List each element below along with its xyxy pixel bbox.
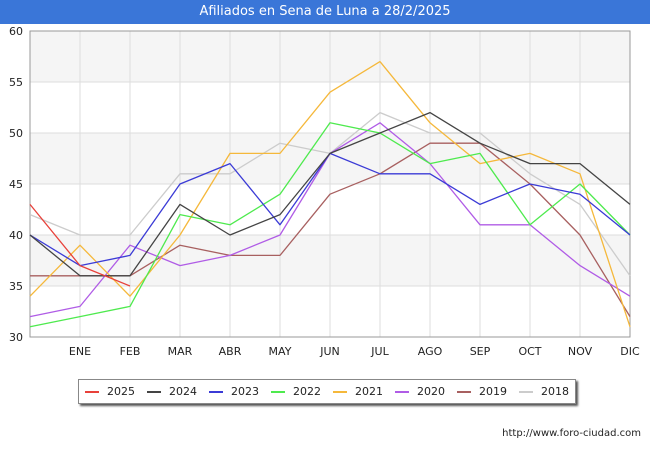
x-tick-label: SEP	[470, 345, 491, 358]
y-tick-label: 30	[9, 331, 23, 344]
y-tick-label: 50	[9, 127, 23, 140]
plot-frame	[29, 30, 631, 338]
series-line-2025	[29, 203, 131, 287]
y-tick-label: 45	[9, 178, 23, 191]
y-tick-label: 55	[9, 76, 23, 89]
y-tick-label: 35	[9, 280, 23, 293]
legend-swatch	[519, 390, 533, 393]
legend-item-2024: 2024	[147, 385, 197, 398]
x-tick-label: JUN	[319, 345, 340, 358]
legend-item-2023: 2023	[209, 385, 259, 398]
y-tick-label: 60	[9, 25, 23, 38]
legend-swatch	[457, 390, 471, 393]
legend-swatch	[209, 390, 223, 393]
legend-swatch	[147, 390, 161, 393]
legend-label: 2019	[479, 385, 507, 398]
source-credit: http://www.foro-ciudad.com	[502, 428, 641, 439]
x-tick-label: MAR	[168, 345, 193, 358]
legend-item-2025: 2025	[85, 385, 135, 398]
legend-swatch	[85, 390, 99, 393]
chart-legend: 2025 2024 2023 2022 2021 2020 2019 2018	[78, 379, 576, 404]
x-tick-label: MAY	[269, 345, 292, 358]
legend-item-2020: 2020	[395, 385, 445, 398]
legend-item-2021: 2021	[333, 385, 383, 398]
legend-swatch	[271, 390, 285, 393]
legend-label: 2022	[293, 385, 321, 398]
legend-item-2022: 2022	[271, 385, 321, 398]
legend-label: 2025	[107, 385, 135, 398]
series-line-2022	[29, 122, 631, 328]
x-tick-label: OCT	[518, 345, 541, 358]
x-tick-label: DIC	[620, 345, 640, 358]
legend-swatch	[395, 390, 409, 393]
x-tick-label: JUL	[370, 345, 389, 358]
legend-swatch	[333, 390, 347, 393]
x-tick-label: NOV	[568, 345, 593, 358]
series-line-2021	[29, 60, 631, 328]
series-line-2024	[29, 111, 631, 277]
legend-label: 2021	[355, 385, 383, 398]
legend-label: 2020	[417, 385, 445, 398]
legend-label: 2018	[541, 385, 569, 398]
y-tick-label: 40	[9, 229, 23, 242]
x-tick-label: ENE	[69, 345, 91, 358]
legend-item-2018: 2018	[519, 385, 569, 398]
legend-label: 2024	[169, 385, 197, 398]
legend-item-2019: 2019	[457, 385, 507, 398]
x-tick-label: AGO	[418, 345, 443, 358]
legend-label: 2023	[231, 385, 259, 398]
chart-title: Afiliados en Sena de Luna a 28/2/2025	[0, 0, 650, 24]
x-tick-label: ABR	[219, 345, 242, 358]
x-tick-label: FEB	[120, 345, 141, 358]
